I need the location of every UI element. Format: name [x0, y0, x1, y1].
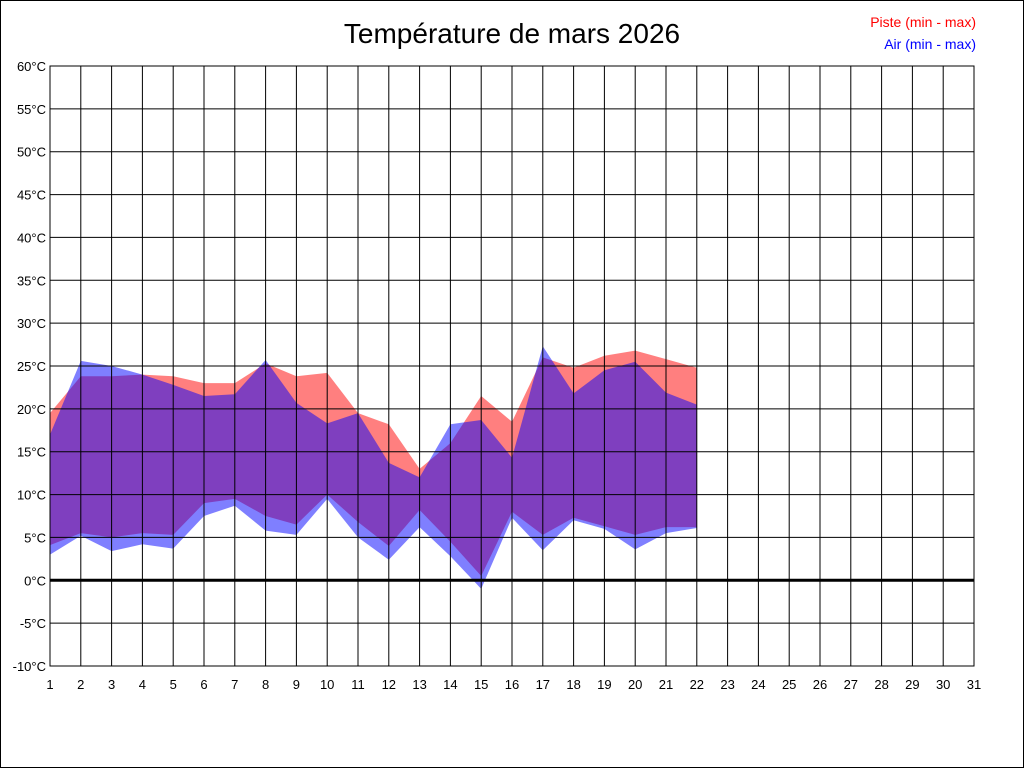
y-tick-label: 45°C — [17, 188, 46, 203]
y-tick-label: 0°C — [24, 573, 46, 588]
x-tick-label: 27 — [844, 677, 858, 692]
y-tick-label: 35°C — [17, 273, 46, 288]
x-tick-label: 2 — [77, 677, 84, 692]
x-tick-label: 17 — [536, 677, 550, 692]
y-tick-label: -5°C — [20, 616, 46, 631]
x-tick-label: 8 — [262, 677, 269, 692]
x-tick-label: 22 — [690, 677, 704, 692]
x-tick-label: 29 — [905, 677, 919, 692]
x-tick-label: 16 — [505, 677, 519, 692]
y-tick-label: 30°C — [17, 316, 46, 331]
y-tick-label: 25°C — [17, 359, 46, 374]
x-tick-label: 7 — [231, 677, 238, 692]
x-tick-label: 3 — [108, 677, 115, 692]
y-tick-label: 5°C — [24, 530, 46, 545]
y-tick-label: 10°C — [17, 488, 46, 503]
x-tick-label: 5 — [170, 677, 177, 692]
legend-air: Air (min - max) — [884, 36, 976, 52]
x-tick-label: 14 — [443, 677, 457, 692]
x-tick-label: 20 — [628, 677, 642, 692]
x-tick-label: 9 — [293, 677, 300, 692]
x-tick-label: 6 — [200, 677, 207, 692]
x-tick-label: 19 — [597, 677, 611, 692]
x-tick-label: 1 — [46, 677, 53, 692]
x-tick-label: 26 — [813, 677, 827, 692]
x-tick-label: 10 — [320, 677, 334, 692]
x-tick-label: 28 — [874, 677, 888, 692]
series-area-1 — [50, 346, 697, 589]
y-tick-label: 15°C — [17, 445, 46, 460]
y-tick-label: 20°C — [17, 402, 46, 417]
x-tick-label: 4 — [139, 677, 146, 692]
x-tick-label: 25 — [782, 677, 796, 692]
x-tick-label: 24 — [751, 677, 765, 692]
y-tick-label: 40°C — [17, 230, 46, 245]
x-tick-label: 21 — [659, 677, 673, 692]
y-tick-label: 50°C — [17, 145, 46, 160]
chart-title: Température de mars 2026 — [343, 18, 681, 49]
x-tick-label: 23 — [720, 677, 734, 692]
y-tick-label: 60°C — [17, 59, 46, 74]
x-tick-label: 31 — [967, 677, 981, 692]
x-tick-label: 13 — [412, 677, 426, 692]
y-tick-label: -10°C — [13, 659, 46, 674]
x-tick-label: 12 — [382, 677, 396, 692]
legend-piste: Piste (min - max) — [870, 14, 976, 30]
x-tick-label: 18 — [566, 677, 580, 692]
plot-border — [49, 65, 975, 667]
y-tick-label: 55°C — [17, 102, 46, 117]
x-tick-label: 15 — [474, 677, 488, 692]
x-tick-label: 11 — [351, 677, 365, 692]
x-tick-label: 30 — [936, 677, 950, 692]
